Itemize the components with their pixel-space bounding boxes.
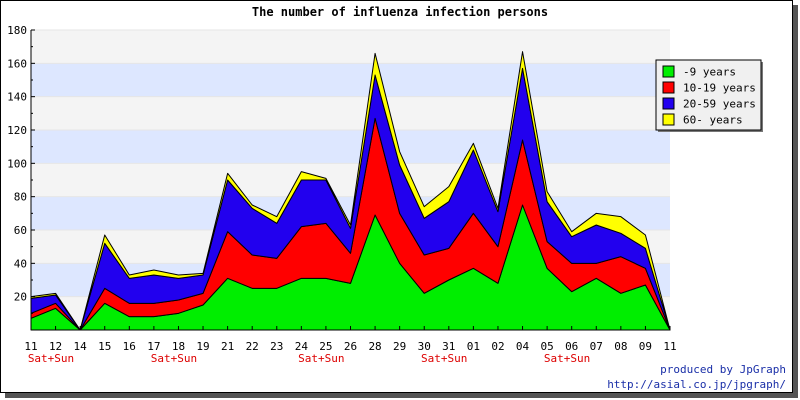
legend-swatch bbox=[662, 97, 675, 110]
chart-title: The number of influenza infection person… bbox=[252, 5, 548, 19]
legend-swatch bbox=[662, 81, 675, 94]
x-tick-label: 04 bbox=[516, 340, 530, 353]
x-tick-label: 02 bbox=[491, 340, 504, 353]
legend-swatch bbox=[662, 113, 675, 126]
legend-label: 60- years bbox=[683, 114, 743, 127]
x-tick-label: 08 bbox=[614, 340, 627, 353]
legend-label: -9 years bbox=[683, 66, 736, 79]
grid-band bbox=[31, 163, 670, 197]
x-tick-label: 19 bbox=[196, 340, 209, 353]
grid-band bbox=[31, 30, 670, 64]
x-tick-label: 28 bbox=[368, 340, 381, 353]
y-tick-label: 140 bbox=[7, 91, 27, 104]
weekend-label: Sat+Sun bbox=[151, 352, 197, 365]
y-tick-labels: 20 40 60 80 100 120 140 160 180 bbox=[7, 24, 27, 304]
y-tick-label: 40 bbox=[14, 257, 27, 270]
x-tick-label: 09 bbox=[639, 340, 652, 353]
weekend-label: Sat+Sun bbox=[28, 352, 74, 365]
grid-band bbox=[31, 130, 670, 164]
x-tick-label: 14 bbox=[74, 340, 88, 353]
area-60-years bbox=[30, 51, 671, 331]
footer-url[interactable]: http://asial.co.jp/jpgraph/ bbox=[607, 378, 786, 391]
footer-credit: produced by JpGraph bbox=[660, 363, 786, 376]
x-tick-label: 26 bbox=[344, 340, 357, 353]
x-tick-label: 05 bbox=[540, 340, 553, 353]
x-tick-label: 30 bbox=[418, 340, 431, 353]
y-tick-label: 80 bbox=[14, 191, 27, 204]
x-tick-label: 23 bbox=[270, 340, 283, 353]
x-tick-label: 12 bbox=[49, 340, 62, 353]
y-tick-label: 160 bbox=[7, 57, 27, 70]
y-tick-label: 180 bbox=[7, 24, 27, 37]
y-tick-label: 100 bbox=[7, 157, 27, 170]
x-tick-label: 06 bbox=[565, 340, 578, 353]
y-tick-label: 60 bbox=[14, 224, 27, 237]
x-tick-labels: 11 12 14 15 16 17 18 19 21 22 23 24 25 26 28 29 30 31 01 02… bbox=[24, 340, 676, 353]
grid-band bbox=[31, 96, 670, 130]
legend-label: 10-19 years bbox=[683, 82, 756, 95]
legend-label: 20-59 years bbox=[683, 98, 756, 111]
x-tick-label: 21 bbox=[221, 340, 234, 353]
y-tick-label: 120 bbox=[7, 124, 27, 137]
x-tick-label: 01 bbox=[467, 340, 480, 353]
x-tick-label: 18 bbox=[172, 340, 185, 353]
x-tick-label: 22 bbox=[246, 340, 259, 353]
x-tick-label: 11 bbox=[663, 340, 676, 353]
y-tick-label: 20 bbox=[14, 291, 27, 304]
x-tick-label: 11 bbox=[24, 340, 37, 353]
grid-band bbox=[31, 63, 670, 97]
x-tick-label: 17 bbox=[147, 340, 160, 353]
weekend-label: Sat+Sun bbox=[544, 352, 590, 365]
legend-swatch bbox=[662, 65, 675, 78]
x-tick-label: 31 bbox=[442, 340, 455, 353]
x-tick-label: 25 bbox=[319, 340, 332, 353]
x-tick-label: 16 bbox=[123, 340, 136, 353]
weekend-label: Sat+Sun bbox=[298, 352, 344, 365]
axes bbox=[30, 29, 671, 331]
weekend-labels: Sat+Sun Sat+Sun Sat+Sun Sat+Sun Sat+Sun bbox=[28, 352, 590, 365]
weekend-label: Sat+Sun bbox=[421, 352, 467, 365]
x-tick-label: 29 bbox=[393, 340, 406, 353]
legend: -9 years 10-19 years 20-59 years 60- years bbox=[655, 59, 763, 132]
x-tick-label: 24 bbox=[295, 340, 309, 353]
x-tick-label: 15 bbox=[98, 340, 111, 353]
x-tick-label: 07 bbox=[590, 340, 603, 353]
